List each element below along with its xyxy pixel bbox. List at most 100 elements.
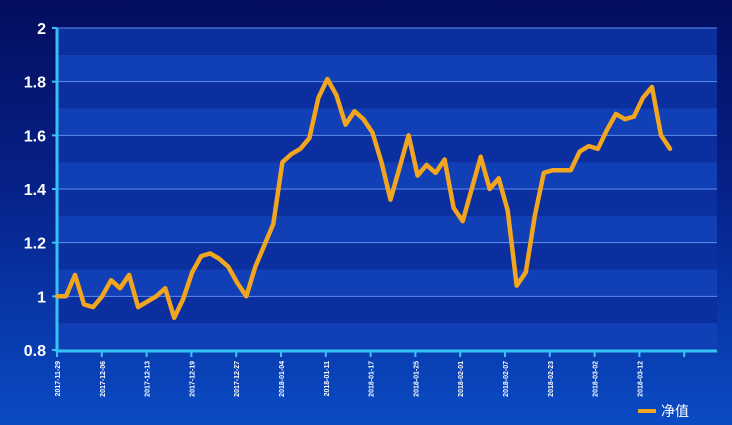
plot-band (57, 242, 717, 270)
data-point (641, 96, 645, 100)
x-tick-label: 2017-12-06 (100, 361, 107, 397)
data-point (334, 93, 338, 97)
data-point (551, 168, 555, 172)
data-point (91, 305, 95, 309)
data-point (235, 281, 239, 285)
data-point (506, 208, 510, 213)
data-point (398, 165, 402, 170)
plot-band (57, 108, 717, 136)
data-point (578, 149, 582, 153)
data-point (217, 257, 221, 261)
plot-band (57, 135, 717, 163)
legend-label: 净值 (661, 403, 689, 419)
data-point (361, 117, 366, 121)
data-point (370, 131, 375, 135)
data-point (470, 187, 474, 191)
data-point (226, 265, 230, 269)
x-tick-label: 2018-01-17 (369, 361, 376, 397)
y-tick-label: 1.8 (24, 75, 46, 92)
data-point (109, 278, 113, 282)
data-point (533, 214, 537, 218)
data-point (244, 294, 248, 298)
plot-band (57, 269, 717, 297)
plot-band (57, 81, 717, 109)
data-point (253, 265, 257, 269)
x-tick-label: 2018-02-07 (503, 361, 510, 397)
data-point (118, 286, 122, 290)
y-tick-label: 1.6 (24, 128, 46, 145)
data-point (271, 222, 275, 226)
data-point (82, 302, 86, 306)
x-tick-label: 2017-11-29 (55, 361, 62, 397)
plot-band (57, 28, 717, 55)
x-tick-label: 2018-01-11 (324, 361, 331, 397)
x-tick-label: 2018-03-02 (593, 361, 600, 397)
data-point (569, 168, 573, 172)
y-tick-label: 1.4 (24, 182, 46, 199)
data-point (407, 133, 411, 137)
data-point (461, 219, 465, 223)
data-point (632, 115, 636, 119)
data-point (199, 254, 203, 258)
y-tick-label: 2 (37, 21, 46, 38)
plot-band (57, 215, 717, 243)
plot-band (57, 54, 717, 82)
data-point (488, 187, 492, 191)
x-tick-label: 2018-01-25 (413, 361, 420, 397)
x-tick-labels: 2017-11-29 2017-12-06 2017-12-13 2017-12-19… (55, 351, 686, 397)
data-point (668, 147, 672, 151)
data-point (497, 176, 501, 180)
data-point (298, 147, 302, 151)
data-point (416, 174, 420, 178)
plot-band (57, 296, 717, 324)
data-point (614, 112, 618, 116)
data-point (127, 273, 131, 277)
data-point (452, 206, 456, 210)
x-tick-label: 2017-12-19 (189, 361, 196, 397)
data-point (425, 163, 429, 167)
data-point (443, 157, 447, 162)
data-point (352, 109, 357, 113)
data-point (100, 294, 104, 298)
data-point (154, 294, 158, 298)
data-point (181, 297, 185, 301)
plot-bands (57, 28, 717, 350)
data-point (208, 251, 212, 255)
data-point (515, 284, 519, 288)
data-point (623, 117, 627, 121)
y-tick-label: 1.2 (24, 236, 46, 253)
data-point (190, 270, 194, 274)
data-point (64, 294, 68, 298)
data-point (73, 273, 77, 277)
data-point (343, 123, 348, 127)
x-tick-label: 2018-03-12 (637, 361, 644, 397)
x-tick-label: 2018-01-04 (279, 361, 286, 397)
data-point (434, 171, 438, 175)
data-point (560, 168, 564, 172)
x-tick-label: 2017-12-27 (234, 361, 241, 397)
x-tick-label: 2018-02-01 (458, 361, 465, 397)
y-tick-label: 1 (37, 289, 46, 306)
data-point (587, 144, 591, 148)
data-point (605, 128, 609, 132)
series-group (54, 76, 673, 321)
data-point (542, 171, 546, 175)
data-point (262, 243, 266, 247)
data-point (524, 270, 528, 274)
data-point (325, 77, 329, 81)
legend: 净值 (638, 403, 689, 419)
data-point (479, 155, 483, 159)
data-point (388, 198, 393, 202)
data-point (172, 316, 176, 320)
data-point (659, 133, 663, 137)
data-point (316, 96, 320, 100)
x-tick-label: 2018-02-23 (548, 361, 555, 397)
plot-band (57, 323, 717, 350)
data-point (379, 160, 384, 164)
data-point (163, 286, 167, 290)
data-point (55, 294, 59, 298)
data-point (136, 305, 140, 309)
data-point (307, 136, 311, 140)
